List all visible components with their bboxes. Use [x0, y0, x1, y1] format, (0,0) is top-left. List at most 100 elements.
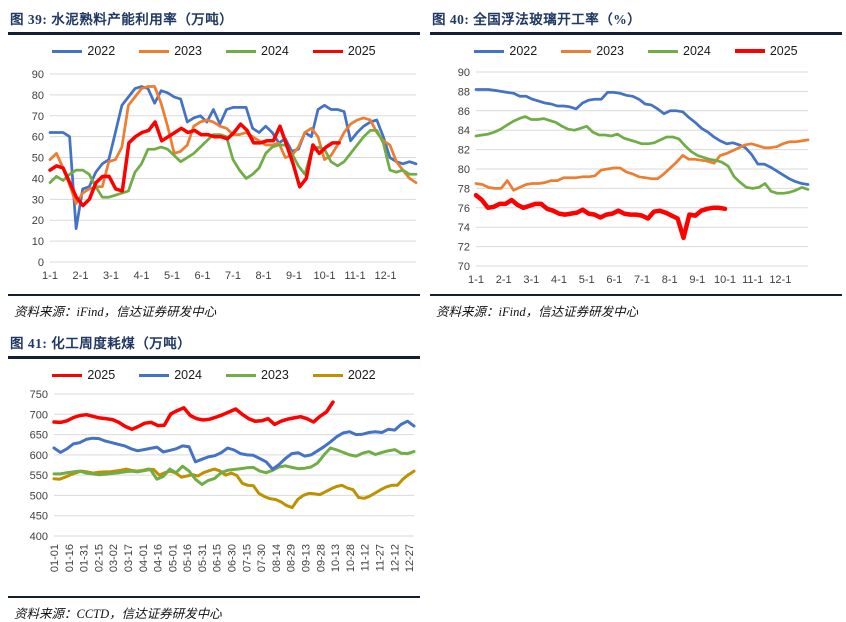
title-rule	[8, 356, 420, 359]
svg-text:650: 650	[30, 430, 48, 442]
series-2022	[48, 85, 418, 230]
legend-label: 2022	[347, 368, 376, 382]
svg-text:20: 20	[32, 215, 44, 227]
svg-text:10-1: 10-1	[313, 270, 335, 282]
series-2024	[474, 115, 810, 195]
legend-item: 2022	[52, 44, 115, 58]
svg-text:06-30: 06-30	[227, 544, 239, 572]
legend-item: 2022	[474, 44, 537, 58]
svg-text:72: 72	[458, 242, 470, 254]
legend-item: 2025	[52, 368, 115, 382]
series-2025	[52, 400, 335, 432]
svg-text:08-14: 08-14	[271, 544, 283, 572]
source-rule	[430, 294, 842, 296]
figure-39: 图 39: 水泥熟料产能利用率（万吨） 2022 2023 2024 2025 0 10…	[8, 5, 420, 320]
svg-text:9-1: 9-1	[689, 274, 705, 286]
svg-text:07-15: 07-15	[241, 544, 253, 572]
svg-text:5-1: 5-1	[164, 270, 180, 282]
legend-swatch	[52, 49, 83, 53]
svg-text:1-1: 1-1	[468, 274, 484, 286]
svg-text:86: 86	[458, 106, 470, 118]
legend-label: 2022	[87, 44, 116, 58]
line-chart: 0 10 20 30 40 50 60 70 80 90 1-1 2-1 3-1 4-1 5-1 6-1 7-1…	[32, 69, 418, 282]
legend: 2022 2023 2024 2025	[430, 44, 842, 58]
svg-text:7-1: 7-1	[225, 270, 241, 282]
figure-41: 图 41: 化工周度耗煤（万吨） 2025 2024 2023 2022 400 450…	[8, 329, 420, 622]
figure-40: 图 40: 全国浮法玻璃开工率（%） 2022 2023 2024 2025 70 72…	[430, 5, 842, 320]
source-rule	[8, 294, 420, 296]
svg-text:78: 78	[458, 183, 470, 195]
svg-text:11-27: 11-27	[374, 544, 386, 571]
svg-text:40: 40	[32, 173, 44, 185]
legend-item: 2024	[139, 368, 202, 382]
svg-text:9-1: 9-1	[286, 270, 302, 282]
legend-label: 2024	[683, 44, 711, 58]
svg-text:01-31: 01-31	[79, 544, 91, 572]
legend-swatch	[474, 49, 505, 53]
svg-text:01-16: 01-16	[64, 544, 76, 572]
legend-label: 2024	[261, 44, 289, 58]
legend-label: 2023	[174, 44, 202, 58]
svg-text:0: 0	[38, 257, 44, 269]
legend-label: 2022	[509, 44, 538, 58]
svg-text:7-1: 7-1	[634, 274, 650, 286]
chart-holder: 0 10 20 30 40 50 60 70 80 90 1-1 2-1 3-1 4-1 5-1 6-1 7-1…	[8, 60, 420, 294]
svg-text:2-1: 2-1	[73, 270, 89, 282]
legend-swatch	[648, 49, 678, 53]
figure-41-source: 资料来源：CCTD，信达证券研发中心	[14, 607, 222, 621]
svg-text:450: 450	[30, 511, 48, 523]
legend-item: 2023	[561, 44, 624, 58]
series-2022	[474, 88, 810, 186]
svg-text:50: 50	[32, 153, 44, 165]
svg-text:6-1: 6-1	[606, 274, 622, 286]
series-2022	[52, 467, 416, 510]
legend-swatch	[312, 373, 343, 377]
legend-item: 2024	[648, 44, 711, 58]
svg-text:76: 76	[458, 203, 470, 215]
svg-text:05-01: 05-01	[167, 544, 179, 572]
legend-item: 2025	[312, 44, 376, 58]
svg-text:3-1: 3-1	[103, 270, 119, 282]
svg-text:04-01: 04-01	[138, 544, 150, 572]
svg-text:05-31: 05-31	[197, 544, 209, 572]
svg-text:30: 30	[32, 194, 44, 206]
svg-text:08-29: 08-29	[286, 544, 298, 572]
legend-item: 2023	[139, 44, 202, 58]
legend-swatch	[139, 49, 170, 53]
legend-label: 2023	[596, 44, 624, 58]
svg-text:80: 80	[458, 164, 470, 176]
svg-text:02-15: 02-15	[93, 544, 105, 572]
series-2023	[52, 446, 416, 486]
svg-text:11-1: 11-1	[742, 274, 763, 286]
svg-text:700: 700	[30, 409, 48, 421]
svg-text:5-1: 5-1	[579, 274, 595, 286]
svg-text:74: 74	[458, 222, 470, 234]
svg-text:600: 600	[30, 450, 48, 462]
series-2024	[48, 129, 418, 199]
svg-text:03-02: 03-02	[108, 544, 120, 572]
chart-holder: 70 72 74 76 78 80 82 84 86 88 90 1-1 2-1 3-1 4-1 5-1 6-1…	[430, 60, 842, 294]
title-rule	[430, 32, 842, 35]
legend-label: 2025	[87, 368, 116, 382]
svg-text:12-12: 12-12	[389, 544, 401, 572]
svg-text:2-1: 2-1	[496, 274, 512, 286]
svg-text:70: 70	[458, 261, 470, 273]
svg-text:07-30: 07-30	[256, 544, 268, 572]
legend-swatch	[561, 49, 592, 53]
svg-text:09-28: 09-28	[315, 544, 327, 572]
legend-item: 2025	[734, 44, 798, 58]
legend-label: 2025	[769, 44, 798, 58]
legend-swatch	[226, 49, 256, 53]
series-2023	[48, 85, 418, 205]
svg-text:05-16: 05-16	[182, 544, 194, 572]
legend-swatch	[226, 373, 256, 377]
svg-text:60: 60	[32, 132, 44, 144]
svg-text:12-1: 12-1	[769, 274, 791, 286]
svg-text:01-01: 01-01	[49, 544, 61, 572]
legend-label: 2023	[261, 368, 289, 382]
legend-label: 2025	[347, 44, 376, 58]
svg-text:84: 84	[458, 125, 470, 137]
line-chart: 70 72 74 76 78 80 82 84 86 88 90 1-1 2-1 3-1 4-1 5-1 6-1…	[458, 67, 810, 286]
svg-text:8-1: 8-1	[256, 270, 272, 282]
